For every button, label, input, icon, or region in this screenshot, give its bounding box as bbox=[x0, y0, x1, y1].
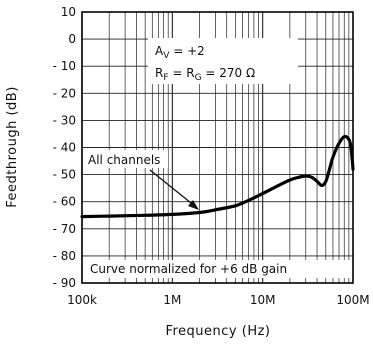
x-axis-label: Frequency (Hz) bbox=[165, 324, 270, 339]
x-tick-label: 100M bbox=[336, 293, 369, 307]
y-tick-label: 10 bbox=[61, 5, 76, 19]
gain-annotation: AV = +2 bbox=[155, 44, 205, 61]
y-tick-label: - 50 bbox=[53, 168, 76, 182]
y-tick-label: - 70 bbox=[53, 222, 76, 236]
y-tick-label: 0 bbox=[68, 32, 76, 46]
normalized-annotation-box bbox=[86, 260, 352, 278]
plot-frame bbox=[81, 11, 354, 284]
y-axis: 10 0 - 10 - 20 - 30 - 40 - 50 - 60 - 70 - 80 - 90 bbox=[53, 5, 76, 290]
series-line bbox=[80, 134, 355, 219]
y-tick-label: - 20 bbox=[53, 86, 76, 100]
y-axis-label: Feedthrough (dB) bbox=[5, 86, 20, 208]
x-tick-label: 10M bbox=[250, 293, 276, 307]
x-tick-label: 100k bbox=[67, 293, 97, 307]
x-tick-label: 1M bbox=[163, 293, 181, 307]
y-tick-label: - 90 bbox=[53, 276, 76, 290]
y-tick-label: - 30 bbox=[53, 113, 76, 127]
y-tick-label: - 40 bbox=[53, 141, 76, 155]
normalized-annotation: Curve normalized for +6 dB gain bbox=[90, 262, 287, 276]
y-tick-label: - 10 bbox=[53, 59, 76, 73]
channels-arrow-line bbox=[149, 169, 197, 208]
resistor-annotation: RF = RG = 270 Ω bbox=[155, 66, 255, 83]
y-tick-label: - 80 bbox=[53, 249, 76, 263]
gain-annotation-box bbox=[148, 38, 298, 84]
channels-annotation-box bbox=[84, 150, 168, 168]
y-tick-label: - 60 bbox=[53, 195, 76, 209]
x-axis: 100k 1M 10M 100M bbox=[67, 293, 370, 307]
channels-arrow-head bbox=[188, 200, 199, 210]
channels-annotation: All channels bbox=[88, 153, 160, 167]
